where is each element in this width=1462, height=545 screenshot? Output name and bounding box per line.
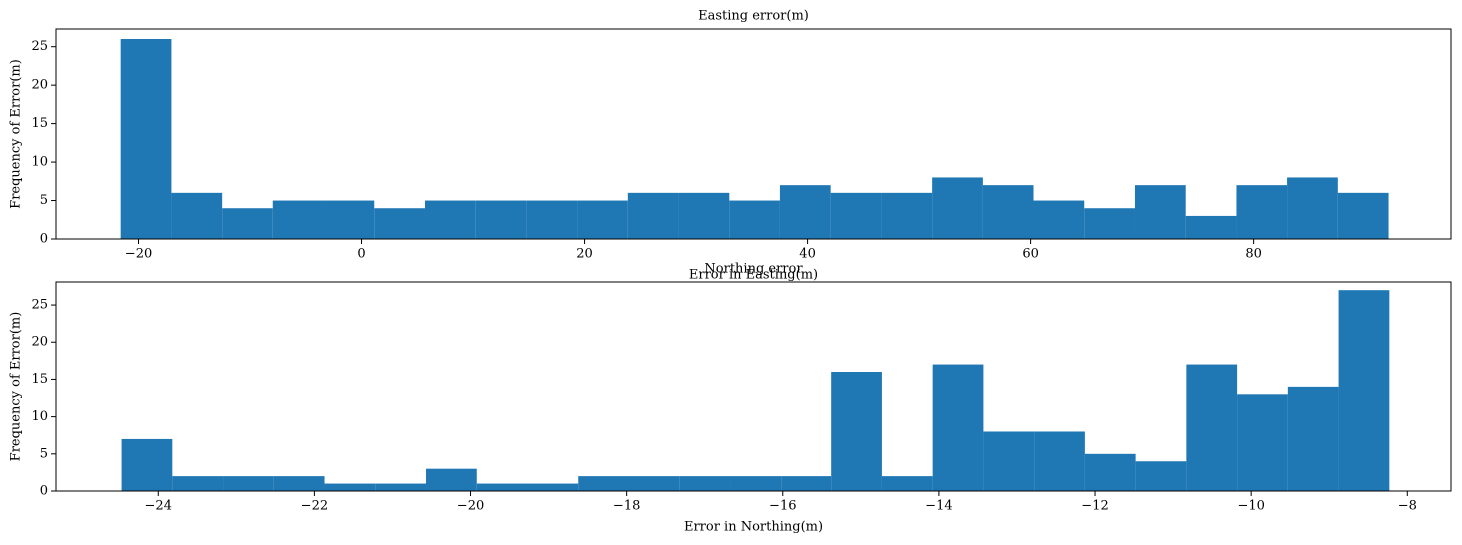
bar — [526, 200, 578, 239]
bar — [1084, 453, 1136, 491]
bar — [374, 208, 425, 239]
bar — [628, 476, 680, 491]
bar — [1033, 200, 1085, 239]
bar — [1034, 431, 1085, 491]
x-tick-label: −18 — [613, 499, 640, 514]
bar — [1186, 364, 1238, 491]
bar — [1237, 394, 1288, 491]
bar — [171, 192, 223, 239]
bar — [476, 483, 528, 491]
bar — [324, 483, 376, 491]
x-tick-label: 0 — [357, 247, 365, 262]
bar — [831, 371, 882, 491]
y-tick-label: 0 — [40, 232, 48, 247]
bar — [1236, 185, 1288, 239]
x-tick-label: −8 — [1398, 499, 1417, 514]
bar — [730, 476, 782, 491]
bar — [1185, 215, 1237, 239]
bar — [223, 476, 274, 491]
x-tick-label: −14 — [925, 499, 952, 514]
y-tick-label: 15 — [31, 116, 48, 131]
x-tick-label: 80 — [1245, 247, 1262, 262]
x-axis-label: Error in Northing(m) — [684, 520, 823, 535]
bar — [273, 476, 325, 491]
bar — [527, 483, 579, 491]
bar — [426, 468, 477, 491]
bar — [881, 476, 933, 491]
y-tick-label: 25 — [31, 39, 48, 54]
axes-frame — [55, 281, 1452, 492]
bar — [1287, 386, 1339, 491]
bar — [932, 177, 983, 239]
bar — [1084, 208, 1135, 239]
bar — [1337, 192, 1389, 239]
y-tick-label: 20 — [31, 335, 48, 350]
bar — [272, 200, 324, 239]
bar — [983, 431, 1035, 491]
bar — [121, 438, 173, 491]
y-tick-label: 25 — [31, 298, 48, 313]
y-tick-label: 10 — [31, 409, 48, 424]
y-tick-label: 0 — [40, 484, 48, 499]
y-tick-label: 15 — [31, 372, 48, 387]
bar — [222, 208, 273, 239]
bar — [323, 200, 375, 239]
bar — [475, 200, 527, 239]
y-tick-label: 10 — [31, 155, 48, 170]
y-tick-label: 20 — [31, 78, 48, 93]
y-tick-label: 5 — [40, 446, 48, 461]
x-tick-label: −20 — [457, 499, 484, 514]
x-tick-label: −20 — [125, 247, 152, 262]
bar — [424, 200, 476, 239]
bar — [881, 192, 933, 239]
bar — [781, 476, 832, 491]
bar — [577, 200, 628, 239]
bar — [678, 192, 730, 239]
x-tick-label: −10 — [1237, 499, 1264, 514]
x-tick-label: 40 — [799, 247, 816, 262]
bar — [932, 364, 984, 491]
y-axis-label: Frequency of Error(m) — [9, 312, 24, 462]
x-tick-label: −24 — [145, 499, 172, 514]
bar — [1287, 177, 1338, 239]
axes-frame — [55, 28, 1452, 240]
y-tick-label: 5 — [40, 193, 48, 208]
x-tick-label: 20 — [576, 247, 593, 262]
bar — [1338, 290, 1390, 491]
bar — [1135, 461, 1187, 491]
bar — [779, 185, 831, 239]
bar — [679, 476, 731, 491]
bar — [627, 192, 679, 239]
x-axis-label: Error in Easting(m) — [689, 268, 818, 283]
bar — [375, 483, 427, 491]
x-tick-label: −12 — [1081, 499, 1108, 514]
bar — [1134, 185, 1186, 239]
axes-title: Northing error — [704, 262, 803, 277]
bar — [729, 200, 780, 239]
bar — [172, 476, 224, 491]
bar — [120, 39, 172, 239]
bar — [830, 192, 882, 239]
y-axis-label: Frequency of Error(m) — [9, 59, 24, 209]
bar — [578, 476, 629, 491]
bar — [982, 185, 1034, 239]
x-tick-label: 60 — [1022, 247, 1039, 262]
axes-title: Easting error(m) — [698, 9, 809, 24]
x-tick-label: −22 — [301, 499, 328, 514]
x-tick-label: −16 — [769, 499, 796, 514]
